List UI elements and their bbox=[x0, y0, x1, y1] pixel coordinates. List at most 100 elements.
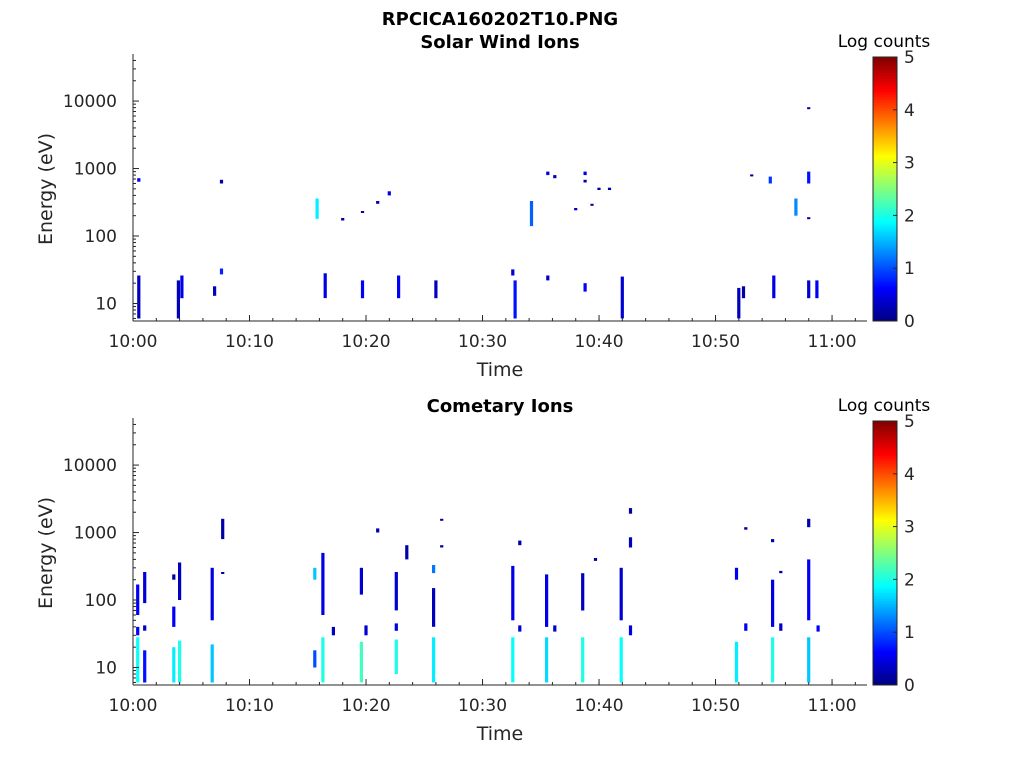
colorbar-segment bbox=[873, 608, 897, 612]
colorbar-segment bbox=[873, 233, 897, 237]
colorbar-segment bbox=[873, 674, 897, 678]
colorbar-segment bbox=[873, 589, 897, 593]
colorbar-segment bbox=[873, 605, 897, 609]
solar-wind-ylabel: Energy (eV) bbox=[35, 133, 57, 245]
colorbar-segment bbox=[873, 521, 897, 525]
heatmap-cell bbox=[590, 203, 594, 206]
y-tick-label: 1000 bbox=[74, 160, 117, 180]
colorbar-segment bbox=[873, 479, 897, 483]
colorbar-segment bbox=[873, 244, 897, 248]
heatmap-cell bbox=[394, 572, 398, 611]
colorbar-segment bbox=[873, 616, 897, 620]
colorbar-segment bbox=[873, 576, 897, 580]
colorbar-segment bbox=[873, 194, 897, 198]
colorbar-segment bbox=[873, 170, 897, 174]
heatmap-cell bbox=[364, 625, 368, 636]
heatmap-cell bbox=[178, 562, 182, 600]
colorbar-segment bbox=[873, 661, 897, 665]
colorbar-segment bbox=[873, 505, 897, 509]
figure-title: RPCICA160202T10.PNG bbox=[382, 9, 618, 30]
colorbar-segment bbox=[873, 563, 897, 567]
colorbar-segment bbox=[873, 310, 897, 314]
colorbar-segment bbox=[873, 178, 897, 182]
heatmap-cell bbox=[628, 508, 633, 514]
heatmap-cell bbox=[546, 171, 550, 176]
colorbar-segment bbox=[873, 582, 897, 586]
heatmap-cell bbox=[583, 283, 587, 292]
colorbar-segment bbox=[873, 112, 897, 116]
heatmap-cell bbox=[513, 280, 517, 319]
heatmap-cell bbox=[219, 268, 224, 275]
colorbar-segment bbox=[873, 510, 897, 514]
colorbar-segment bbox=[873, 669, 897, 673]
colorbar-segment bbox=[873, 497, 897, 501]
heatmap-cell bbox=[545, 574, 549, 627]
x-tick-label: 11:00 bbox=[808, 696, 857, 716]
heatmap-cell bbox=[619, 567, 623, 621]
solar-wind-xlabel: Time bbox=[476, 359, 524, 381]
colorbar-segment bbox=[873, 553, 897, 557]
heatmap-cell bbox=[744, 623, 748, 631]
colorbar-frame bbox=[872, 420, 898, 686]
heatmap-cell bbox=[518, 540, 522, 546]
heatmap-cell bbox=[210, 644, 214, 683]
colorbar-segment bbox=[873, 154, 897, 158]
colorbar-segment bbox=[873, 545, 897, 549]
x-tick-label: 10:00 bbox=[109, 332, 158, 352]
colorbar-segment bbox=[873, 529, 897, 533]
colorbar-segment bbox=[873, 260, 897, 264]
colorbar-segment bbox=[873, 265, 897, 269]
colorbar-segment bbox=[873, 218, 897, 222]
colorbar-segment bbox=[873, 225, 897, 229]
colorbar-segment bbox=[873, 78, 897, 82]
colorbar-segment bbox=[873, 207, 897, 211]
colorbar-tick-label: 0 bbox=[904, 676, 915, 696]
colorbar-segment bbox=[873, 236, 897, 240]
heatmap-cell bbox=[315, 198, 319, 219]
colorbar-segment bbox=[873, 653, 897, 657]
cometary-ylabel: Energy (eV) bbox=[35, 497, 57, 609]
heatmap-cell bbox=[321, 637, 325, 683]
colorbar-segment bbox=[873, 115, 897, 119]
colorbar-segment bbox=[873, 632, 897, 636]
colorbar-segment bbox=[873, 568, 897, 572]
heatmap-cell bbox=[172, 574, 176, 580]
colorbar-segment bbox=[873, 539, 897, 543]
heatmap-cell bbox=[771, 539, 775, 543]
colorbar-segment bbox=[873, 439, 897, 443]
heatmap-cell bbox=[136, 626, 140, 636]
colorbar-segment bbox=[873, 64, 897, 68]
colorbar-segment bbox=[873, 231, 897, 235]
colorbar-segment bbox=[873, 444, 897, 448]
colorbar-segment bbox=[873, 523, 897, 527]
x-tick-label: 10:10 bbox=[225, 696, 274, 716]
colorbar-segment bbox=[873, 278, 897, 282]
heatmap-cell bbox=[553, 625, 557, 632]
colorbar-segment bbox=[873, 626, 897, 630]
colorbar-segment bbox=[873, 666, 897, 670]
colorbar-segment bbox=[873, 318, 897, 322]
colorbar-segment bbox=[873, 215, 897, 219]
heatmap-cell bbox=[628, 625, 633, 636]
colorbar-segment bbox=[873, 162, 897, 166]
colorbar-segment bbox=[873, 492, 897, 496]
colorbar-segment bbox=[873, 421, 897, 425]
heatmap-cell bbox=[734, 567, 739, 580]
colorbar-segment bbox=[873, 516, 897, 520]
heatmap-cell bbox=[511, 637, 515, 683]
colorbar-tick-label: 4 bbox=[904, 465, 915, 485]
colorbar-segment bbox=[873, 62, 897, 66]
cometary-title: Cometary Ions bbox=[427, 396, 574, 417]
y-tick-label: 10 bbox=[95, 658, 117, 678]
colorbar-segment bbox=[873, 502, 897, 506]
colorbar-segment bbox=[873, 159, 897, 163]
heatmap-cell bbox=[546, 275, 550, 281]
colorbar-tick-label: 3 bbox=[904, 154, 915, 174]
colorbar-segment bbox=[873, 281, 897, 285]
colorbar-segment bbox=[873, 252, 897, 256]
x-tick-label: 10:50 bbox=[691, 696, 740, 716]
colorbar-segment bbox=[873, 109, 897, 113]
colorbar-segment bbox=[873, 204, 897, 208]
colorbar-segment bbox=[873, 597, 897, 601]
heatmap-cell bbox=[394, 639, 398, 674]
